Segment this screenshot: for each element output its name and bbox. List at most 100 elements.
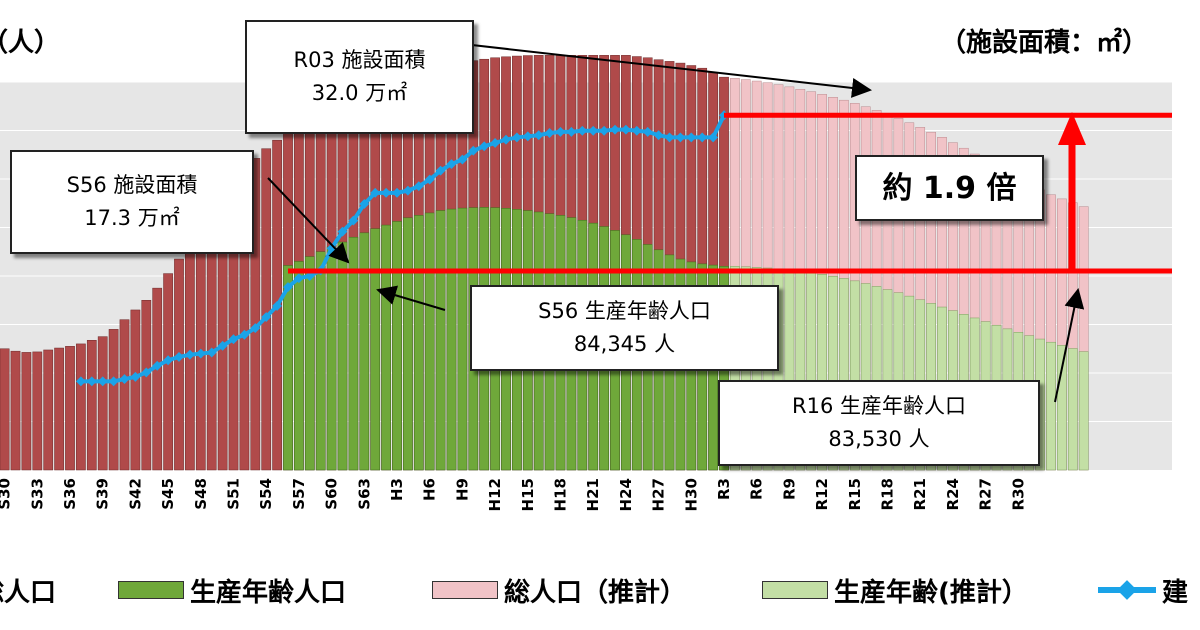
s56-pop-pointer-arrow [376,285,446,311]
total-population-bar [152,287,163,471]
building-area-point [501,134,511,145]
working-population-bar [315,251,326,471]
x-tick-label: S45 [159,478,177,510]
total-population-bar [10,350,21,471]
building-area-point [610,124,620,135]
working-population-bar [424,212,435,471]
building-area-point [653,130,664,141]
working-population-bar [435,210,446,471]
legend-total-population-forecast-label: 総人口（推計） [504,577,687,608]
building-area-point [697,132,708,143]
x-tick-label: R3 [715,478,733,500]
x-tick-label: R30 [1009,478,1027,510]
building-area-point [599,125,610,136]
building-area-point [566,126,577,137]
working-population-bar [413,215,424,471]
legend-working-population-label: 生産年齢人口 [190,577,347,608]
total-population-bar [54,347,64,471]
total-population-bar [130,309,141,471]
ratio-arrow-head [1058,112,1086,145]
x-tick-label: R15 [846,478,864,510]
working-population-forecast-bar [871,286,882,471]
building-area-point [184,349,195,360]
building-area-point [468,145,479,156]
total-population-bar [97,336,108,471]
x-tick-label: R24 [944,478,962,510]
building-area-point [195,348,206,359]
building-area-point [392,187,402,198]
total-population-bar [261,148,272,471]
working-population-bar [326,246,337,471]
x-tick-label: H9 [453,478,471,501]
building-area-point [544,128,555,138]
building-area-point [577,125,588,136]
building-area-point [424,174,435,185]
building-area-point [283,282,293,293]
building-area-point [152,360,163,371]
building-area-point [642,126,653,137]
working-population-bar [283,265,293,471]
working-population-bar [304,256,315,471]
legend-working-population: 生産年齢人口 [118,570,346,610]
s56-area-pointer-arrow [267,177,350,264]
total-population-bar [174,258,184,471]
x-tick-label: S39 [94,478,112,510]
building-area-point [206,347,217,358]
building-area-point [686,132,697,143]
legend-total-population-forecast: 総人口（推計） [432,570,686,610]
working-population-bar [381,224,391,471]
r16-working-pop-value: 83,530 人 [828,427,930,451]
building-area-point [631,125,642,136]
working-population-bar [446,208,457,471]
building-area-point [588,125,599,136]
x-tick-label: S57 [290,478,308,510]
legend-working-population-forecast: 生産年齢(推計） [762,570,1028,610]
building-area-point [163,355,174,366]
building-area-point [359,198,370,209]
s56-working-pop-title: S56 生産年齢人口 [538,299,711,323]
x-tick-label: R21 [911,478,929,510]
building-area-point [555,126,566,137]
building-area-point [293,273,304,284]
working-population-bar [457,207,468,471]
x-tick-label: H24 [617,478,635,511]
legend-building-area: 建 [1098,570,1188,610]
area-line-series [75,110,729,387]
working-population-bar [294,261,304,471]
s56-area-value: 17.3 万㎡ [84,206,180,230]
working-population-bar [348,236,359,471]
x-tick-label: S48 [192,478,210,510]
total-population-bar [141,300,152,471]
total-population-bar [65,346,75,471]
building-area-point [228,334,239,345]
r03-area-value: 32.0 万㎡ [311,81,408,105]
building-area-point [446,159,457,169]
x-tick-label: H15 [519,478,537,511]
reference-lines [267,44,1172,403]
building-area-point [381,187,392,198]
building-area-point [130,371,141,382]
working-population-bar [370,228,381,471]
total-population-bar [195,224,206,471]
working-population-forecast-bar [817,274,827,471]
ratio-callout: 約 1.9 倍 [855,155,1044,221]
building-area-point [457,154,468,165]
r03-area-callout: R03 施設面積 32.0 万㎡ [245,20,474,134]
x-tick-label: S33 [28,478,46,510]
x-tick-label: R12 [813,478,831,510]
building-area-point [261,312,272,322]
x-tick-label: H27 [650,478,668,511]
working-population-forecast-bar [1078,351,1089,471]
building-area-point [413,181,424,192]
s56-area-callout: S56 施設面積 17.3 万㎡ [10,150,254,254]
building-area-point [435,165,446,176]
ratio-text: 約 1.9 倍 [882,170,1017,206]
building-area-point [239,329,250,340]
building-area-point [348,215,359,226]
building-area-point [304,271,315,281]
total-population-bar [86,340,97,471]
building-area-point [511,132,522,143]
x-tick-label: S63 [355,478,373,510]
working-population-forecast-bar [1057,345,1067,471]
